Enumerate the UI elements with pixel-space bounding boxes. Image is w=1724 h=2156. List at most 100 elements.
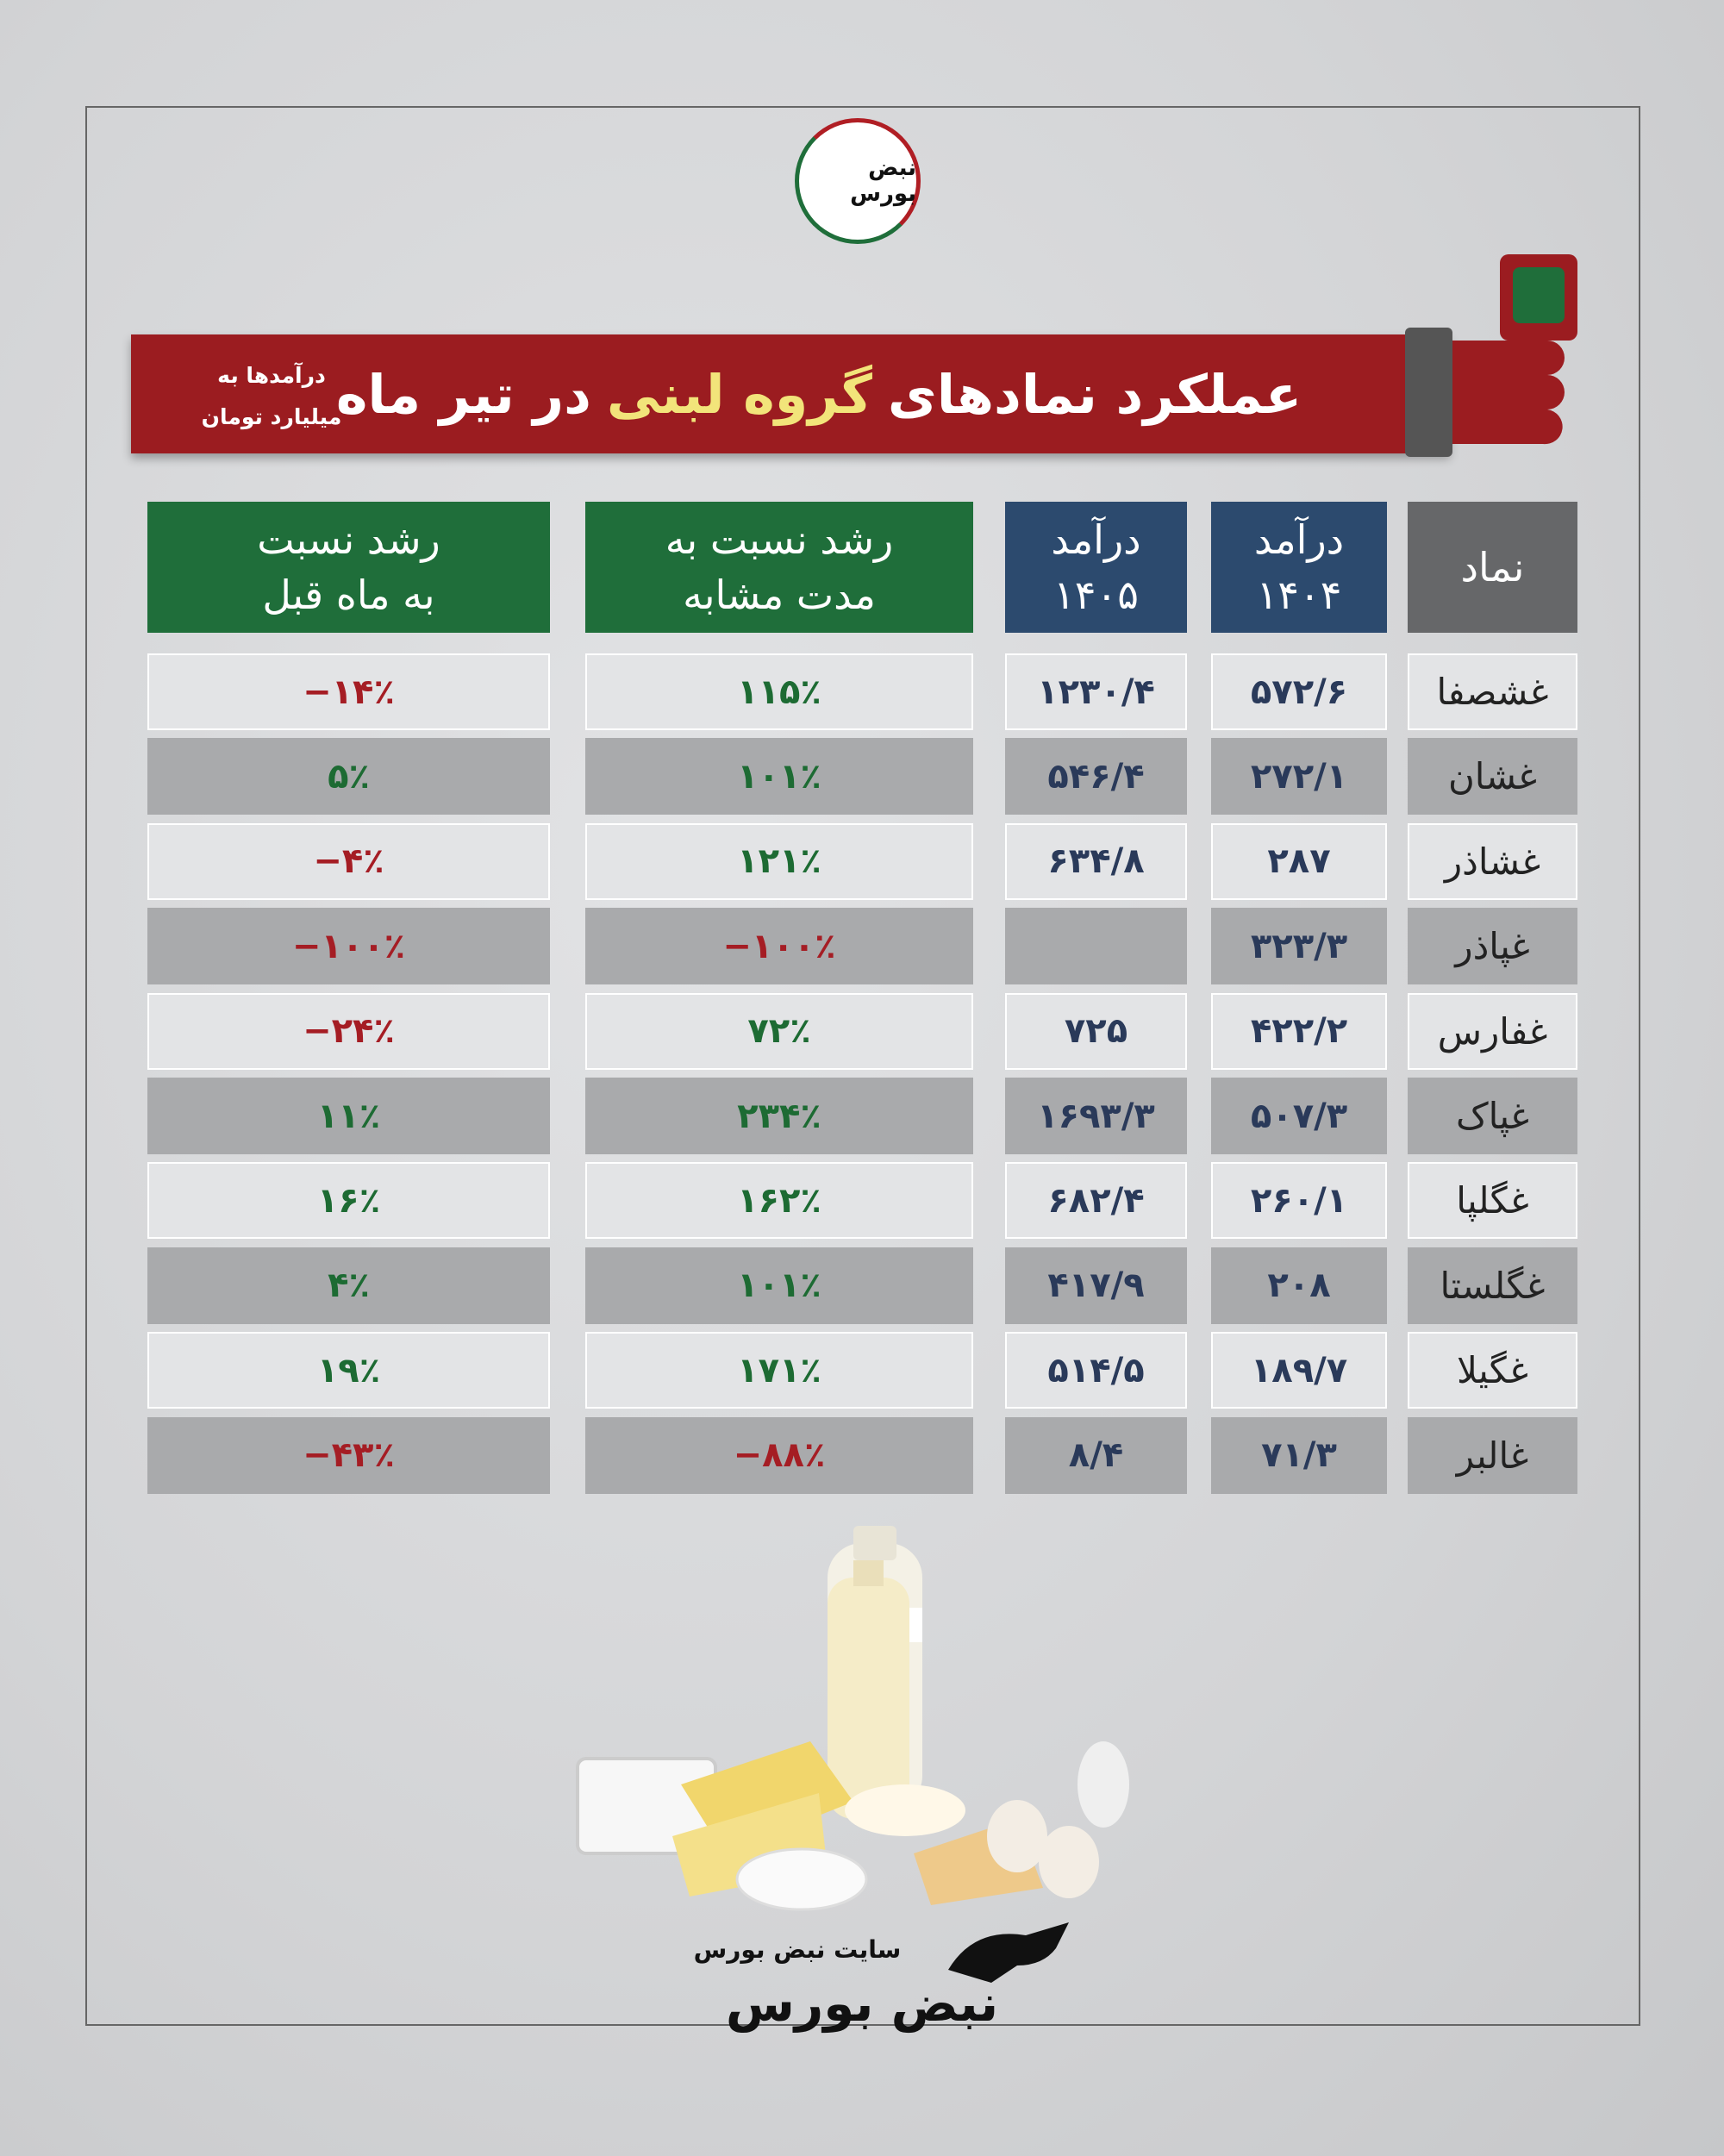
table-cell: غالبر xyxy=(1408,1416,1577,1494)
cell-text: ۳۲۳/۳ xyxy=(1250,926,1348,966)
cell-text: غفارس xyxy=(1437,1009,1548,1053)
cell-text: −۲۴٪ xyxy=(303,1011,395,1052)
header-line: نماد xyxy=(1460,544,1525,591)
cell-text: ۲۷۲/۱ xyxy=(1250,756,1348,797)
table-cell: ۲۶۰/۱ xyxy=(1211,1162,1387,1240)
header-line: درآمد xyxy=(1253,516,1345,563)
cell-text: ۱۰۱٪ xyxy=(737,756,821,797)
table-cell: غگلپا xyxy=(1408,1162,1577,1240)
cell-text: غگلپا xyxy=(1456,1179,1529,1222)
cell-text: ۵۰۷/۳ xyxy=(1250,1096,1348,1136)
table-cell: −۲۴٪ xyxy=(147,992,550,1070)
header-line: رشد نسبت xyxy=(257,516,440,563)
title: عملکرد نمادهای گروه لبنی در تیر ماه xyxy=(259,345,1379,444)
cell-text: ۲۶۰/۱ xyxy=(1250,1180,1348,1221)
cell-text: غشصفا xyxy=(1436,671,1549,713)
cell-text: ۵۴۶/۴ xyxy=(1047,756,1145,797)
table-cell: ۱۲۳۰/۴ xyxy=(1005,653,1187,730)
table-cell: −۱۰۰٪ xyxy=(147,908,550,985)
cell-text: غپاک xyxy=(1455,1095,1530,1137)
cell-text: ۵۱۴/۵ xyxy=(1047,1350,1145,1390)
table-cell: ۱۸۹/۷ xyxy=(1211,1332,1387,1409)
table-cell: ۷۲۵ xyxy=(1005,992,1187,1070)
cell-text: ۷۱/۳ xyxy=(1261,1435,1337,1476)
cell-text: ۱۱٪ xyxy=(316,1096,381,1136)
header-line: رشد نسبت به xyxy=(665,516,894,563)
table-cell: ۱۰۱٪ xyxy=(585,738,973,816)
table-cell: ۷۱/۳ xyxy=(1211,1416,1387,1494)
table-cell: غپاک xyxy=(1408,1078,1577,1154)
table-cell: ۵۱۴/۵ xyxy=(1005,1332,1187,1409)
cell-text: ۱۲۳۰/۴ xyxy=(1037,672,1155,712)
table-cell: −۴۳٪ xyxy=(147,1416,550,1494)
note: درآمدها به میلیارد تومان xyxy=(172,355,371,438)
table-cell: ۱۲۱٪ xyxy=(585,822,973,900)
table-cell: −۴٪ xyxy=(147,822,550,900)
table-cell: ۷۲٪ xyxy=(585,992,973,1070)
table-cell: ۱۶۹۳/۳ xyxy=(1005,1078,1187,1154)
title-highlight: گروه لبنی xyxy=(606,363,872,426)
cell-text: ۶۳۴/۸ xyxy=(1047,841,1145,882)
dairy-illustration xyxy=(576,1526,1129,1911)
column-header: نماد xyxy=(1408,502,1577,633)
table-cell: ۱۱٪ xyxy=(147,1078,550,1154)
bull-icon xyxy=(948,1922,1069,1983)
table-cell: ۲۸۷ xyxy=(1211,822,1387,900)
cell-text: ۱۸۹/۷ xyxy=(1250,1350,1348,1390)
table-cell: غشصفا xyxy=(1408,653,1577,730)
cell-text: ۱۷۱٪ xyxy=(737,1350,821,1390)
logo: نبض بورس xyxy=(795,118,921,244)
cell-text: غالبر xyxy=(1456,1434,1529,1477)
cell-text: −۴۳٪ xyxy=(303,1435,395,1476)
table-cell: ۴٪ xyxy=(147,1247,550,1324)
cell-text: ۵۷۲/۶ xyxy=(1250,672,1348,712)
table-cell: ۱۱۵٪ xyxy=(585,653,973,730)
table-cell: ۴۲۲/۲ xyxy=(1211,992,1387,1070)
header-line: ۱۴۰۵ xyxy=(1053,572,1139,618)
table-cell: ۵۷۲/۶ xyxy=(1211,653,1387,730)
cell-text: غشاذر xyxy=(1444,840,1541,883)
table-cell: ۵٪ xyxy=(147,738,550,816)
table-cell: −۱۰۰٪ xyxy=(585,908,973,985)
table-cell: ۶۸۲/۴ xyxy=(1005,1162,1187,1240)
cell-text: غگلستا xyxy=(1440,1264,1546,1307)
footer-site: سایت نبض بورس xyxy=(693,1935,902,1964)
table-cell: ۲۳۴٪ xyxy=(585,1078,973,1154)
cell-text: ۶۸۲/۴ xyxy=(1047,1180,1145,1221)
table-cell: ۱۶۲٪ xyxy=(585,1162,973,1240)
table-cell: −۱۴٪ xyxy=(147,653,550,730)
table-cell: غشاذر xyxy=(1408,822,1577,900)
cell-text: غشان xyxy=(1447,755,1538,798)
cell-text: ۱۶۲٪ xyxy=(737,1180,821,1221)
cell-text: −۱۴٪ xyxy=(303,672,395,712)
column-header: درآمد ۱۴۰۵ xyxy=(1005,502,1187,633)
cell-text: غپاذر xyxy=(1455,925,1530,968)
cell-text: ۷۲٪ xyxy=(747,1011,811,1052)
table-cell xyxy=(1005,908,1187,985)
header-line: درآمد xyxy=(1051,516,1141,563)
table-cell: ۱۰۱٪ xyxy=(585,1247,973,1324)
table-cell: غشان xyxy=(1408,738,1577,816)
table-cell: −۸۸٪ xyxy=(585,1416,973,1494)
column-header: درآمد ۱۴۰۴ xyxy=(1211,502,1387,633)
cell-text: −۱۰۰٪ xyxy=(291,926,406,966)
table-cell: غگیلا xyxy=(1408,1332,1577,1409)
table-cell: ۶۳۴/۸ xyxy=(1005,822,1187,900)
title-start: عملکرد نمادهای xyxy=(887,363,1302,426)
cell-text: ۲۳۴٪ xyxy=(737,1096,821,1136)
note-line: درآمدها به xyxy=(217,363,326,388)
table-cell: ۱۶٪ xyxy=(147,1162,550,1240)
cell-text: ۸/۴ xyxy=(1068,1435,1124,1476)
table-cell: ۳۲۳/۳ xyxy=(1211,908,1387,985)
cell-text: ۱۰۱٪ xyxy=(737,1265,821,1306)
logo-text: نبض بورس xyxy=(850,155,916,207)
table-cell: غفارس xyxy=(1408,992,1577,1070)
cell-text: ۱۱۵٪ xyxy=(737,672,821,712)
table-cell: ۱۹٪ xyxy=(147,1332,550,1409)
table-cell: ۲۰۸ xyxy=(1211,1247,1387,1324)
footer-brand: نبض بورس xyxy=(725,1974,999,2033)
hand-icon xyxy=(1405,254,1577,457)
column-header: رشد نسبت به مدت مشابه xyxy=(585,502,973,633)
cell-text: −۱۰۰٪ xyxy=(722,926,836,966)
